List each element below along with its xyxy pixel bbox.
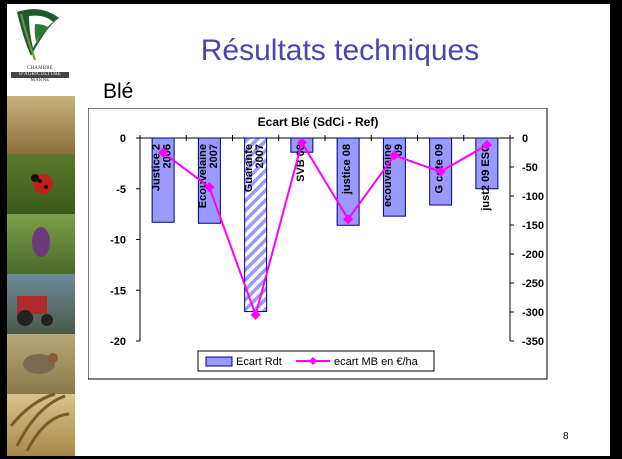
y-left-tick-label: -10 bbox=[110, 235, 126, 247]
legend-line-marker bbox=[309, 357, 317, 365]
line-point bbox=[158, 147, 169, 158]
category-label: justice 08 bbox=[341, 144, 353, 195]
y-right-tick-label: -150 bbox=[522, 220, 544, 232]
y-right-tick-label: -350 bbox=[522, 336, 544, 348]
category-label-text: Justice 2 bbox=[151, 144, 163, 191]
category-label-text: 2007 bbox=[208, 144, 220, 168]
line-point bbox=[296, 137, 307, 148]
y-right-tick-label: -250 bbox=[522, 278, 544, 290]
category-label: Ecouvelaine 2007 bbox=[197, 144, 220, 208]
line-point bbox=[389, 150, 400, 161]
chart-title: Ecart Blé (SdCi - Ref) bbox=[258, 115, 379, 129]
category-label: just2 09 ESC bbox=[480, 144, 492, 212]
line-point bbox=[250, 309, 261, 320]
chambre-agriculture-logo: CHAMBRE D'AGRICULTURE MARNE bbox=[7, 4, 75, 96]
chart: Ecart Blé (SdCi - Ref) 0-5-10-15-200-50-… bbox=[88, 108, 548, 380]
photo-strip bbox=[7, 96, 75, 456]
logo-text: CHAMBRE D'AGRICULTURE MARNE bbox=[11, 66, 69, 90]
line-point bbox=[435, 166, 446, 177]
category-label: SVB 08 bbox=[295, 144, 307, 182]
y-right-tick-label: -100 bbox=[522, 191, 544, 203]
page-number: 8 bbox=[563, 431, 569, 442]
legend-bar-label: Ecart Rdt bbox=[236, 356, 282, 368]
plot-area: 0-5-10-15-200-50-100-150-200-250-300-350… bbox=[110, 133, 544, 348]
chart-legend: Ecart Rdt ecart MB en €/ha bbox=[197, 350, 435, 372]
line-point bbox=[343, 214, 354, 225]
category-label-text: 2007 bbox=[254, 144, 266, 168]
category-label-text: SVB 08 bbox=[295, 144, 307, 182]
page-title: Résultats techniques bbox=[200, 34, 480, 67]
wheat-photo bbox=[7, 96, 75, 154]
y-left-tick-label: 0 bbox=[120, 133, 126, 145]
grain-photo bbox=[7, 394, 75, 456]
category-label-text: Ecouvelaine bbox=[197, 144, 209, 208]
category-label-text: just2 09 ESC bbox=[480, 144, 492, 212]
y-right-tick-label: -200 bbox=[522, 249, 544, 261]
category-label-text: Guarante bbox=[243, 144, 255, 192]
y-right-tick-label: -300 bbox=[522, 307, 544, 319]
category-label: Guarante 2007 bbox=[243, 144, 266, 192]
line-point bbox=[481, 139, 492, 150]
bar bbox=[336, 137, 360, 226]
logo-line3: MARNE bbox=[30, 78, 50, 83]
y-right-tick-label: 0 bbox=[522, 133, 528, 145]
decorative-sidebar: CHAMBRE D'AGRICULTURE MARNE bbox=[7, 4, 75, 456]
leaf-logo-icon bbox=[17, 9, 59, 61]
logo-line1: CHAMBRE bbox=[26, 66, 54, 71]
y-left-tick-label: -5 bbox=[116, 184, 126, 196]
y-left-tick-label: -15 bbox=[110, 285, 126, 297]
series-line bbox=[162, 140, 488, 319]
logo-line2: D'AGRICULTURE bbox=[11, 72, 69, 78]
legend-bar-swatch bbox=[205, 356, 233, 367]
bar bbox=[475, 137, 499, 190]
category-label-text: justice 08 bbox=[341, 144, 353, 195]
legend-line-label: ecart MB en €/ha bbox=[334, 356, 419, 368]
page-subtitle: Blé bbox=[103, 80, 134, 103]
line-point bbox=[204, 182, 215, 193]
bar bbox=[151, 137, 175, 223]
y-right-tick-label: -50 bbox=[522, 162, 538, 174]
y-left-tick-label: -20 bbox=[110, 336, 126, 348]
